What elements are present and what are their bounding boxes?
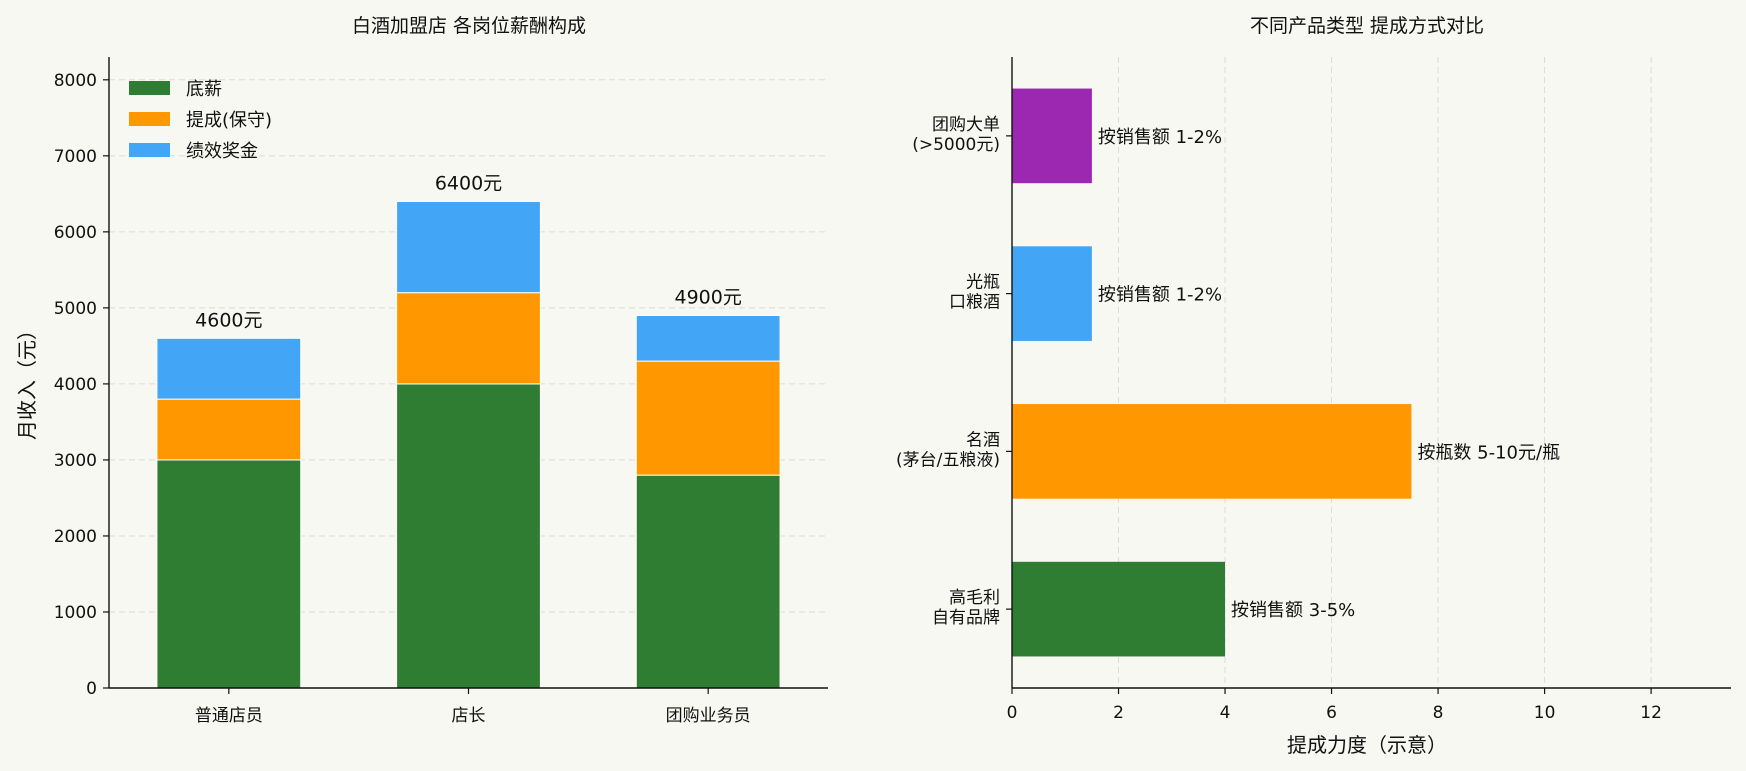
x-axis-label: 提成力度（示意） xyxy=(1287,733,1447,757)
total-label: 4900元 xyxy=(674,286,741,308)
y-tick-label: 口粮酒 xyxy=(949,293,1000,313)
bar-segment xyxy=(156,398,302,461)
left-chart-title: 白酒加盟店 各岗位薪酬构成 xyxy=(352,15,586,37)
x-tick-label: 普通店员 xyxy=(195,706,263,726)
x-tick-label: 8 xyxy=(1433,703,1444,723)
bar xyxy=(1012,561,1226,657)
y-tick-label: 名酒 xyxy=(966,430,1000,450)
bar-label: 按销售额 3-5% xyxy=(1231,600,1355,621)
legend-item: 绩效奖金 xyxy=(129,141,258,162)
y-tick-label: 3000 xyxy=(54,451,97,471)
legend-label: 底薪 xyxy=(186,79,222,100)
y-tick-label: 5000 xyxy=(54,299,97,319)
bar-segment xyxy=(396,292,541,385)
y-tick-label: 2000 xyxy=(54,527,97,547)
legend-swatch xyxy=(129,143,170,157)
y-tick-label: 0 xyxy=(86,679,97,699)
x-tick-label: 店长 xyxy=(452,706,486,726)
x-tick-label: 12 xyxy=(1640,703,1662,723)
legend-label: 绩效奖金 xyxy=(186,141,258,162)
x-tick-label: 团购业务员 xyxy=(666,706,751,726)
right-chart-title: 不同产品类型 提成方式对比 xyxy=(1250,15,1484,37)
bar-label: 按销售额 1-2% xyxy=(1098,127,1222,148)
y-tick-label: 光瓶 xyxy=(966,273,1000,293)
salary-composition-chart: 白酒加盟店 各岗位薪酬构成 4600元 6400元 4900元 0 1000 2000 3… xyxy=(15,15,828,726)
x-tick-label: 4 xyxy=(1220,703,1231,723)
x-tick-label: 0 xyxy=(1007,703,1018,723)
y-tick-label: (茅台/五粮液) xyxy=(896,450,1000,470)
legend-label: 提成(保守) xyxy=(186,110,272,131)
bar xyxy=(1012,404,1412,499)
y-tick-label: (>5000元) xyxy=(912,135,1000,155)
y-tick-label: 4000 xyxy=(54,375,97,395)
y-tick-label: 6000 xyxy=(54,223,97,243)
y-tick-label: 1000 xyxy=(54,603,97,623)
total-label: 6400元 xyxy=(435,172,502,194)
y-axis-label: 月收入（元） xyxy=(15,320,39,440)
x-tick-label: 6 xyxy=(1326,703,1337,723)
y-tick-label: 8000 xyxy=(54,71,97,91)
bar-segment xyxy=(635,360,781,476)
y-tick-label: 高毛利 xyxy=(949,588,1000,608)
legend-swatch xyxy=(129,81,170,95)
bar-segment xyxy=(635,314,781,362)
bar-segment xyxy=(635,474,781,689)
y-tick-label: 团购大单 xyxy=(932,115,1000,135)
bar-label: 按瓶数 5-10元/瓶 xyxy=(1417,442,1560,463)
bar xyxy=(1012,88,1092,184)
bar-segment xyxy=(396,200,541,294)
bar-label: 按销售额 1-2% xyxy=(1098,285,1222,306)
y-tick-label: 7000 xyxy=(54,147,97,167)
legend-item: 底薪 xyxy=(129,79,222,100)
x-tick-label: 10 xyxy=(1534,703,1556,723)
legend-item: 提成(保守) xyxy=(129,110,272,131)
bar xyxy=(1012,246,1092,341)
commission-comparison-chart: 不同产品类型 提成方式对比 按销售额 3-5% 按瓶数 5-10元/瓶 按销售额 1… xyxy=(896,15,1731,757)
bar-segment xyxy=(396,383,541,689)
bar-segment xyxy=(156,337,302,400)
bar-segment xyxy=(156,459,302,689)
x-tick-label: 2 xyxy=(1113,703,1124,723)
legend-swatch xyxy=(129,112,170,126)
y-tick-label: 自有品牌 xyxy=(932,608,1000,628)
total-label: 4600元 xyxy=(195,309,262,331)
